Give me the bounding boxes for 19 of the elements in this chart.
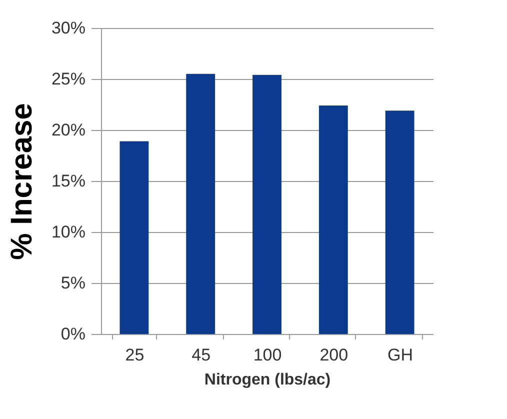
y-tick-label: 30% bbox=[51, 18, 86, 38]
bar bbox=[120, 141, 149, 334]
x-tick-label: 45 bbox=[192, 346, 211, 364]
bar bbox=[318, 106, 348, 334]
y-tick-label: 5% bbox=[60, 274, 86, 292]
x-axis-title: Nitrogen (lbs/ac) bbox=[204, 372, 331, 388]
y-tick-label: 25% bbox=[51, 70, 86, 88]
x-tick-label: 100 bbox=[253, 346, 282, 364]
y-axis-title: % Increase bbox=[5, 103, 38, 260]
bar bbox=[252, 74, 282, 334]
y-tick-label: 15% bbox=[51, 172, 86, 190]
x-tick-label: 25 bbox=[125, 346, 144, 364]
y-tick-label: 10% bbox=[51, 222, 86, 242]
y-tick-label: 0% bbox=[60, 324, 86, 344]
y-tick-label: 20% bbox=[51, 120, 86, 140]
bar bbox=[385, 110, 414, 334]
x-tick-label: GH bbox=[388, 346, 414, 364]
x-tick-label: 200 bbox=[320, 346, 348, 364]
bar bbox=[186, 74, 216, 334]
